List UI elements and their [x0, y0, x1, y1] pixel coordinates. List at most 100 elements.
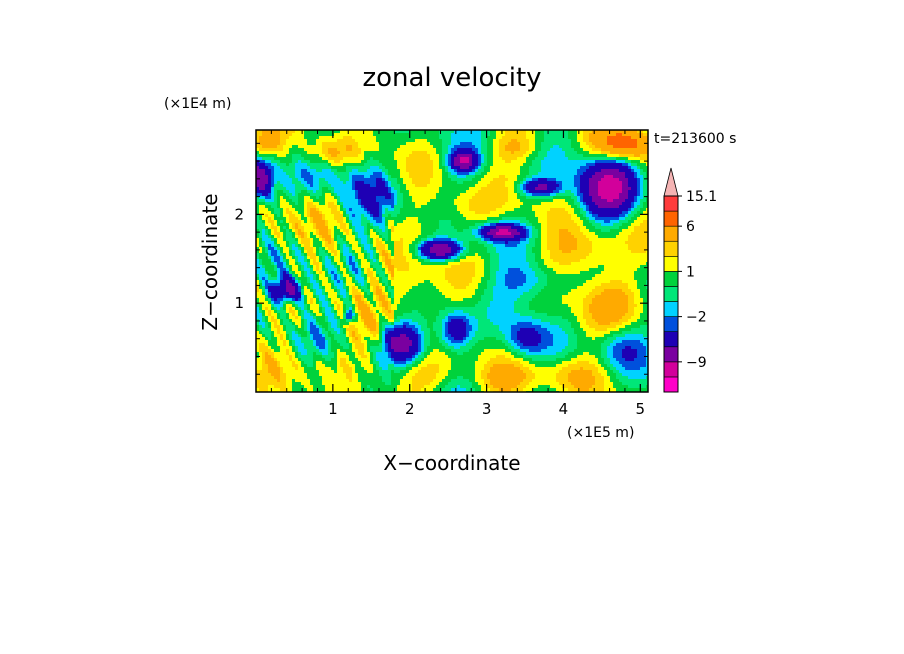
contour-cell — [466, 175, 470, 179]
contour-cell — [451, 190, 455, 194]
contour-cell — [568, 178, 572, 182]
contour-cell — [511, 130, 515, 134]
contour-cell — [391, 217, 395, 221]
contour-cell — [277, 139, 281, 143]
contour-cell — [346, 178, 350, 182]
contour-cell — [463, 139, 467, 143]
contour-cell — [517, 241, 521, 245]
contour-cell — [628, 154, 632, 158]
contour-cell — [628, 133, 632, 137]
contour-cell — [364, 241, 368, 245]
contour-cell — [502, 139, 506, 143]
contour-cell — [634, 163, 638, 167]
contour-cell — [487, 169, 491, 173]
contour-cell — [292, 238, 296, 242]
contour-cell — [409, 169, 413, 173]
contour-cell — [589, 202, 593, 206]
contour-cell — [271, 160, 275, 164]
contour-cell — [322, 205, 326, 209]
contour-cell — [298, 160, 302, 164]
contour-cell — [292, 148, 296, 152]
contour-cell — [310, 229, 314, 233]
contour-cell — [451, 157, 455, 161]
contour-cell — [355, 169, 359, 173]
contour-cell — [628, 136, 632, 140]
contour-cell — [394, 205, 398, 209]
contour-cell — [553, 205, 557, 209]
contour-cell — [343, 151, 347, 155]
contour-cell — [271, 187, 275, 191]
contour-cell — [586, 166, 590, 170]
contour-cell — [541, 214, 545, 218]
contour-cell — [448, 205, 452, 209]
contour-cell — [460, 157, 464, 161]
contour-cell — [286, 136, 290, 140]
contour-cell — [376, 157, 380, 161]
contour-cell — [484, 133, 488, 137]
contour-cell — [337, 217, 341, 221]
contour-cell — [634, 238, 638, 242]
contour-cell — [433, 181, 437, 185]
contour-cell — [643, 235, 647, 239]
contour-cell — [367, 238, 371, 242]
contour-cell — [523, 220, 527, 224]
contour-cell — [496, 211, 500, 215]
contour-cell — [523, 136, 527, 140]
contour-cell — [502, 175, 506, 179]
contour-cell — [259, 238, 263, 242]
contour-cell — [529, 196, 533, 200]
contour-cell — [574, 229, 578, 233]
contour-cell — [274, 235, 278, 239]
contour-cell — [376, 151, 380, 155]
contour-cell — [580, 169, 584, 173]
contour-cell — [448, 142, 452, 146]
contour-cell — [337, 232, 341, 236]
contour-cell — [631, 175, 635, 179]
contour-cell — [391, 166, 395, 170]
contour-cell — [337, 235, 341, 239]
contour-cell — [310, 175, 314, 179]
contour-cell — [589, 148, 593, 152]
contour-cell — [634, 199, 638, 203]
contour-cell — [547, 226, 551, 230]
contour-cell — [451, 241, 455, 245]
contour-cell — [541, 187, 545, 191]
contour-cell — [406, 220, 410, 224]
contour-cell — [388, 241, 392, 245]
contour-cell — [598, 193, 602, 197]
contour-cell — [394, 160, 398, 164]
contour-cell — [328, 214, 332, 218]
contour-cell — [289, 223, 293, 227]
contour-cell — [553, 145, 557, 149]
contour-cell — [319, 211, 323, 215]
contour-cell — [457, 196, 461, 200]
contour-cell — [604, 226, 608, 230]
contour-cell — [259, 151, 263, 155]
contour-cell — [265, 172, 269, 176]
contour-cell — [520, 205, 524, 209]
contour-cell — [376, 184, 380, 188]
contour-cell — [574, 139, 578, 143]
contour-cell — [472, 133, 476, 137]
contour-cell — [343, 139, 347, 143]
contour-cell — [529, 163, 533, 167]
contour-cell — [607, 160, 611, 164]
contour-cell — [514, 136, 518, 140]
contour-cell — [283, 235, 287, 239]
contour-cell — [460, 136, 464, 140]
contour-cell — [430, 151, 434, 155]
contour-cell — [520, 235, 524, 239]
contour-cell — [583, 217, 587, 221]
contour-cell — [457, 139, 461, 143]
contour-cell — [394, 190, 398, 194]
contour-cell — [568, 229, 572, 233]
contour-cell — [400, 139, 404, 143]
contour-cell — [613, 184, 617, 188]
contour-cell — [406, 169, 410, 173]
contour-cell — [280, 223, 284, 227]
contour-cell — [553, 142, 557, 146]
contour-cell — [508, 172, 512, 176]
contour-cell — [352, 184, 356, 188]
contour-cell — [559, 199, 563, 203]
contour-cell — [442, 193, 446, 197]
